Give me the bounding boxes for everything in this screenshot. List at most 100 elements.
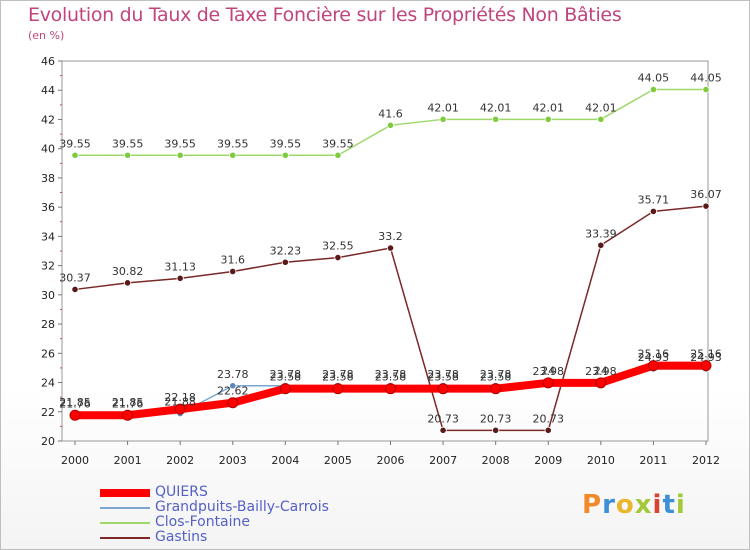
y-tick-label: 28 bbox=[41, 318, 55, 331]
x-tick-label: 2000 bbox=[61, 454, 89, 467]
data-point bbox=[597, 115, 605, 123]
legend-swatch bbox=[100, 489, 150, 497]
data-label: 32.23 bbox=[270, 244, 302, 257]
data-label: 20.73 bbox=[427, 412, 459, 425]
data-label: 44.05 bbox=[638, 72, 670, 85]
data-point bbox=[649, 85, 658, 94]
data-label: 36.07 bbox=[690, 188, 722, 201]
logo-letter: i bbox=[675, 490, 686, 520]
data-point bbox=[69, 409, 81, 421]
data-point bbox=[334, 151, 342, 159]
legend: QUIERS Grandpuits-Bailly-Carrois Clos-Font… bbox=[100, 484, 400, 545]
data-label: 33.39 bbox=[585, 227, 617, 240]
y-tick-label: 32 bbox=[41, 260, 55, 273]
y-tick-label: 46 bbox=[41, 55, 55, 68]
data-point bbox=[492, 115, 500, 123]
data-label: 35.71 bbox=[638, 193, 670, 206]
y-tick-label: 26 bbox=[41, 347, 55, 360]
legend-label: Clos-Fontaine bbox=[155, 514, 251, 530]
y-tick-label: 36 bbox=[41, 201, 55, 214]
data-point bbox=[176, 151, 184, 159]
data-point bbox=[332, 383, 344, 395]
legend-label: Gastins bbox=[155, 529, 208, 545]
data-label: 24 bbox=[541, 365, 555, 378]
data-label: 23.98 bbox=[585, 365, 617, 378]
data-label: 23.98 bbox=[533, 365, 565, 378]
data-point bbox=[700, 360, 712, 372]
data-label: 42.01 bbox=[427, 101, 459, 114]
data-label: 23.58 bbox=[480, 371, 512, 384]
data-label: 21.76 bbox=[59, 397, 91, 410]
data-point bbox=[544, 426, 552, 434]
data-point bbox=[174, 403, 186, 415]
x-tick-label: 2010 bbox=[587, 454, 615, 467]
data-label: 24.93 bbox=[690, 351, 722, 364]
data-point bbox=[544, 115, 552, 123]
data-label: 39.55 bbox=[112, 137, 144, 150]
series-gastins bbox=[71, 202, 710, 434]
data-label: 23.78 bbox=[375, 368, 407, 381]
data-point bbox=[279, 383, 291, 395]
data-label: 39.55 bbox=[270, 137, 302, 150]
logo-letter: x bbox=[634, 490, 653, 520]
legend-item: Gastins bbox=[100, 529, 400, 545]
x-tick-label: 2011 bbox=[639, 454, 667, 467]
data-label: 23.58 bbox=[375, 371, 407, 384]
data-label: 23.78 bbox=[270, 368, 302, 381]
data-point bbox=[385, 383, 396, 395]
data-label: 22.62 bbox=[217, 385, 249, 398]
data-point bbox=[227, 397, 239, 409]
y-tick-label: 34 bbox=[41, 230, 55, 243]
legend-label: QUIERS bbox=[155, 484, 208, 500]
proxiti-logo: Proxiti bbox=[582, 490, 686, 520]
logo-letter: t bbox=[662, 490, 676, 520]
data-point bbox=[595, 377, 607, 389]
data-label: 25.16 bbox=[690, 348, 722, 361]
data-label: 22.18 bbox=[164, 391, 196, 404]
data-label: 21.85 bbox=[112, 396, 144, 409]
data-label: 23.78 bbox=[427, 368, 459, 381]
legend-swatch bbox=[100, 537, 150, 539]
legend-swatch bbox=[100, 507, 150, 509]
data-label: 21.85 bbox=[59, 396, 91, 409]
chart-subtitle: (en %) bbox=[28, 29, 65, 42]
data-label: 44.05 bbox=[690, 72, 722, 85]
data-point bbox=[492, 426, 500, 434]
data-point bbox=[123, 279, 132, 287]
data-label: 42.01 bbox=[480, 101, 512, 114]
data-label: 24.93 bbox=[638, 351, 670, 364]
y-tick-label: 22 bbox=[41, 406, 55, 419]
data-point bbox=[229, 267, 237, 276]
data-point bbox=[702, 85, 710, 94]
y-tick-label: 24 bbox=[41, 377, 55, 390]
data-point bbox=[229, 151, 237, 159]
data-label: 23.58 bbox=[427, 371, 459, 384]
logo-letter: o bbox=[615, 490, 635, 520]
data-point bbox=[647, 360, 659, 372]
y-tick-label: 38 bbox=[41, 172, 55, 185]
data-label: 21.76 bbox=[112, 397, 144, 410]
data-point bbox=[176, 274, 184, 282]
data-point bbox=[281, 258, 289, 266]
y-tick-label: 30 bbox=[41, 289, 55, 302]
logo-letter: P bbox=[582, 490, 603, 520]
x-tick-label: 2003 bbox=[219, 454, 247, 467]
data-label: 21.88 bbox=[164, 396, 196, 409]
x-tick-label: 2001 bbox=[114, 454, 142, 467]
data-label: 23.78 bbox=[480, 368, 512, 381]
data-label: 39.55 bbox=[217, 137, 249, 150]
data-point bbox=[649, 207, 658, 215]
data-point bbox=[439, 426, 447, 434]
data-point bbox=[386, 244, 395, 252]
data-label: 31.6 bbox=[221, 253, 246, 266]
x-tick-label: 2009 bbox=[534, 454, 562, 467]
data-label: 32.55 bbox=[322, 240, 354, 253]
data-label: 23.78 bbox=[217, 368, 249, 381]
data-label: 41.6 bbox=[378, 107, 403, 120]
data-label: 20.73 bbox=[480, 412, 512, 425]
data-point bbox=[71, 285, 79, 294]
data-point bbox=[386, 121, 395, 129]
legend-swatch bbox=[100, 522, 150, 524]
